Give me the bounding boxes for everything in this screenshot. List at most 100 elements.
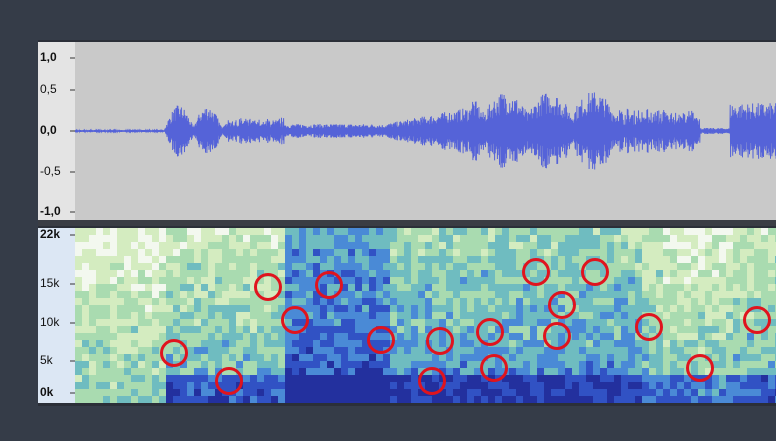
spectrogram-cell (670, 354, 677, 361)
spectrogram-cell (243, 347, 250, 354)
spectrogram-cell (600, 242, 607, 249)
spectrogram-cell (166, 389, 173, 396)
spectrogram-cell (754, 340, 761, 347)
spectrogram-cell (565, 368, 572, 375)
spectrogram-cell (194, 263, 201, 270)
spectrogram-cell (348, 326, 355, 333)
spectrogram-cell (621, 326, 628, 333)
spectrogram-cell (96, 347, 103, 354)
spectrogram-cell (362, 396, 369, 403)
spectrogram-cell (698, 249, 705, 256)
spectrogram-cell (768, 305, 775, 312)
spectrogram-cell (208, 319, 215, 326)
spectrogram-cell (376, 277, 383, 284)
spectrogram-cell (299, 396, 306, 403)
spectrogram-cell (663, 396, 670, 403)
spectrogram-cell (432, 333, 439, 340)
spectrogram-cell (383, 396, 390, 403)
spectrogram-cell (96, 291, 103, 298)
spectrogram-cell (152, 319, 159, 326)
spectrogram-cell (397, 242, 404, 249)
spectrogram-cell (551, 284, 558, 291)
spectrogram-cell (390, 256, 397, 263)
spectrogram-cell (299, 354, 306, 361)
spectrogram-cell (509, 263, 516, 270)
spectrogram-cell (243, 326, 250, 333)
spectrogram-cell (691, 298, 698, 305)
spectrogram-cell (628, 277, 635, 284)
spectrogram-cell (614, 277, 621, 284)
spectrogram-cell (194, 235, 201, 242)
spectrogram-cell (145, 326, 152, 333)
spectrogram-cell (684, 326, 691, 333)
spectrogram-cell (572, 340, 579, 347)
spectrogram-cell (334, 340, 341, 347)
spectrogram-cell (222, 298, 229, 305)
spectrogram-cell (103, 277, 110, 284)
spectrogram-cell (131, 242, 138, 249)
spectrogram-cell (348, 396, 355, 403)
spectrogram-cell (439, 277, 446, 284)
spectrogram-cell (474, 235, 481, 242)
spectrogram-cell (698, 235, 705, 242)
spectrogram-cell (117, 270, 124, 277)
spectrogram-cell (208, 375, 215, 382)
spectrogram-cell (257, 354, 264, 361)
spectrogram-cell (355, 235, 362, 242)
spectrogram-cell (593, 333, 600, 340)
spectrogram-cell (110, 270, 117, 277)
spectrogram-cell (544, 249, 551, 256)
spectrogram-cell (117, 382, 124, 389)
spectrogram-cell (712, 277, 719, 284)
spectrogram-cell (446, 235, 453, 242)
spectrogram-cell (264, 249, 271, 256)
spectrogram-cell (614, 340, 621, 347)
spectrogram-cell (250, 326, 257, 333)
spectrogram-cell (656, 361, 663, 368)
spectrogram-cell (208, 333, 215, 340)
spectrogram-cell (754, 347, 761, 354)
spectrogram-cell (761, 347, 768, 354)
spectrogram-cell (600, 361, 607, 368)
spectrogram-cell (712, 256, 719, 263)
spectrogram-cell (110, 228, 117, 235)
spectrogram-cell (110, 277, 117, 284)
spectrogram-cell (159, 375, 166, 382)
spectrogram-cell (495, 312, 502, 319)
spectrogram-cell (194, 347, 201, 354)
spectrogram-cell (369, 277, 376, 284)
spectrogram-cell (201, 354, 208, 361)
spectrogram-cell (495, 368, 502, 375)
spectrogram-cell (390, 277, 397, 284)
spectrogram-cell (208, 382, 215, 389)
spectrogram-cell (236, 333, 243, 340)
spectrogram-cell (460, 375, 467, 382)
spectrogram-cell (138, 270, 145, 277)
spectrogram-cell (586, 396, 593, 403)
spectrogram-cell (222, 270, 229, 277)
spectrogram-cell (726, 319, 733, 326)
spectrogram-cell (425, 291, 432, 298)
spectrogram-cell (187, 312, 194, 319)
spectrogram-cell (75, 263, 82, 270)
spectrogram-cell (313, 340, 320, 347)
spectrogram-cell (537, 375, 544, 382)
spectrogram-cell (257, 340, 264, 347)
spectrogram-cell (299, 368, 306, 375)
spectrogram-cell (117, 256, 124, 263)
spectrogram-cell (670, 347, 677, 354)
spectrogram-cell (152, 235, 159, 242)
spectrogram-cell (670, 312, 677, 319)
spectrogram-cell (376, 305, 383, 312)
spectrogram-cell (712, 291, 719, 298)
spectrogram-cell (425, 319, 432, 326)
spectrogram-cell (124, 263, 131, 270)
spectrogram-cell (327, 305, 334, 312)
spectrogram-cell (621, 347, 628, 354)
spectrogram-cell (635, 389, 642, 396)
spectrogram-cell (670, 263, 677, 270)
spectrogram-cell (656, 389, 663, 396)
spectrogram-cell (187, 291, 194, 298)
spectrogram-cell (747, 347, 754, 354)
spectrogram-cell (544, 354, 551, 361)
